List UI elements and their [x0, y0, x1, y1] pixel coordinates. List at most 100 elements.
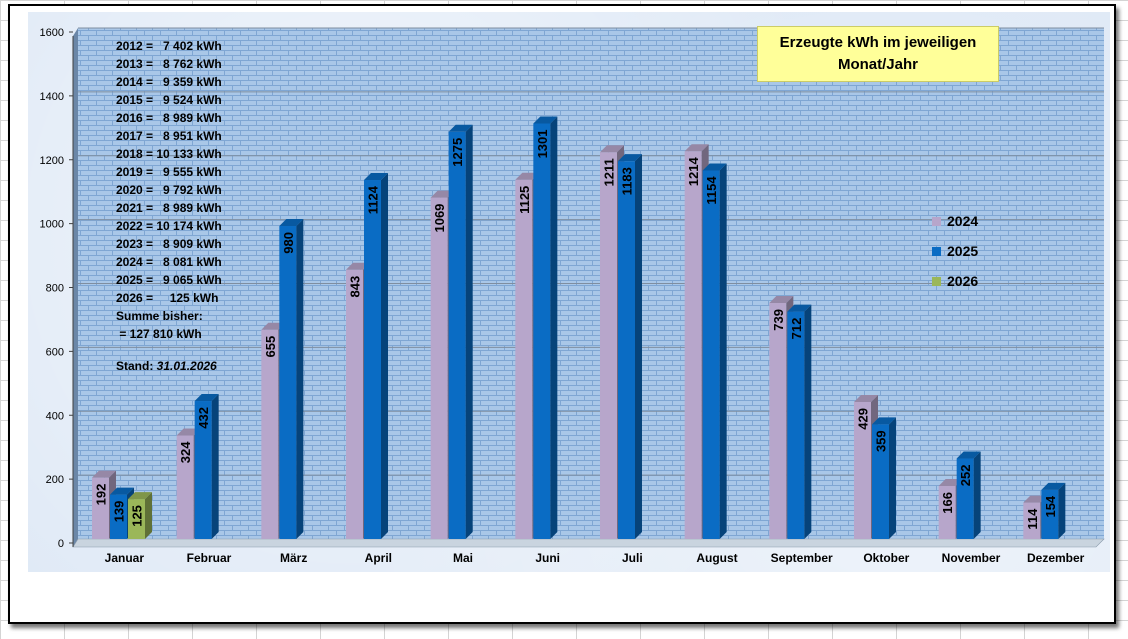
y-tick-label: 800	[46, 283, 64, 295]
bar-2025-front	[872, 424, 889, 539]
bar-value-label: 1301	[535, 129, 550, 158]
year-total-line: 2022 = 10 174 kWh	[116, 219, 222, 233]
bar-value-label: 359	[874, 430, 889, 452]
legend-swatch	[932, 276, 941, 286]
bar-2026-front	[128, 499, 145, 539]
bar-value-label: 739	[771, 309, 786, 331]
bar-value-label: 1183	[620, 167, 635, 195]
bar-2025-top	[787, 304, 812, 312]
x-tick-label: Mai	[453, 551, 473, 565]
bar-value-label: 655	[263, 336, 278, 358]
bar-value-label: 114	[1025, 508, 1040, 530]
bar-2024-front	[176, 435, 194, 539]
bar-2025-top	[279, 219, 304, 227]
bar-2024-front	[261, 329, 279, 539]
legend-label: 2024	[947, 213, 979, 229]
bar-2025-front	[279, 226, 297, 539]
bar-2025-top	[110, 487, 134, 495]
bar-value-label: 1154	[704, 176, 719, 205]
bar-2025-top	[194, 394, 219, 402]
y-tick-label: 600	[46, 346, 64, 358]
bar-2024-front	[430, 197, 448, 539]
bar-value-label: 712	[789, 318, 804, 340]
y-tick-label: 1600	[40, 27, 64, 39]
year-total-line: 2019 = 9 555 kWh	[116, 165, 222, 179]
bar-2024-front	[515, 179, 533, 539]
legend-item-2025: 2025	[932, 236, 978, 266]
bar-2025-top	[702, 163, 727, 171]
x-tick-label: März	[280, 551, 307, 565]
bar-value-label: 252	[958, 465, 973, 487]
bar-2026-top	[128, 492, 152, 500]
bar-2025-top	[1041, 482, 1066, 490]
bar-2025-front	[956, 458, 974, 539]
bar-2024-front	[1023, 502, 1041, 539]
bar-2025-top	[872, 417, 896, 425]
bar-value-label: 166	[940, 492, 955, 514]
bar-value-label: 125	[130, 505, 145, 527]
x-tick-label: September	[771, 551, 833, 565]
bar-2025-front	[787, 311, 805, 539]
bar-2025-side	[635, 154, 642, 539]
year-totals-notes: 2012 = 7 402 kWh 2013 = 8 762 kWh 2014 =…	[116, 37, 276, 375]
x-tick-label: Februar	[187, 551, 232, 565]
bar-2025-top	[364, 173, 388, 181]
bar-2025-side	[973, 451, 981, 539]
stand-line: Stand: 31.01.2026	[116, 357, 276, 375]
bar-2025-front	[194, 401, 212, 539]
bar-value-label: 139	[112, 501, 127, 523]
legend-item-2026: 2026	[932, 266, 978, 296]
bar-value-label: 1069	[432, 204, 447, 233]
bar-2025-top	[956, 451, 981, 459]
bar-2024-top	[854, 394, 878, 402]
bar-2024-front	[346, 269, 363, 539]
bar-2025-side	[719, 163, 727, 539]
bar-2025-side	[804, 304, 812, 539]
bar-value-label: 1211	[602, 158, 617, 186]
year-total-line: 2021 = 8 989 kWh	[116, 201, 222, 215]
y-tick-label: 1000	[40, 219, 64, 231]
year-total-line: 2016 = 8 989 kWh	[116, 111, 222, 125]
legend-label: 2026	[947, 273, 979, 289]
sum-value: = 127 810 kWh	[116, 327, 202, 341]
y-tick-label: 400	[46, 410, 64, 422]
legend-swatch	[932, 216, 941, 226]
notes-gap	[116, 343, 276, 357]
x-tick-label: Januar	[105, 551, 145, 565]
bar-value-label: 154	[1043, 495, 1058, 517]
year-total-line: 2025 = 9 065 kWh	[116, 273, 222, 287]
year-total-line: 2012 = 7 402 kWh	[116, 39, 222, 53]
chart-title-line-1: Erzeugte kWh im jeweiligen	[779, 34, 977, 51]
bar-2024-top	[684, 144, 709, 152]
bar-2025-side	[465, 124, 473, 539]
bar-value-label: 432	[196, 407, 211, 429]
bar-value-label: 1275	[450, 138, 465, 167]
stand-label: Stand:	[116, 359, 157, 373]
sum-label: Summe bisher:	[116, 309, 203, 323]
bar-2025-front	[1041, 489, 1059, 539]
bar-2024-front	[684, 151, 702, 539]
bar-2025-top	[533, 116, 558, 124]
legend-swatch	[932, 246, 941, 256]
legend: 2024 2025 2026	[932, 206, 978, 296]
bar-2025-front	[364, 180, 381, 539]
bar-2025-side	[211, 394, 219, 539]
bar-2025-front	[533, 123, 551, 539]
bar-value-label: 1124	[366, 185, 381, 214]
x-tick-label: August	[696, 551, 737, 565]
bar-2024-front	[600, 152, 617, 539]
year-total-line: 2013 = 8 762 kWh	[116, 57, 222, 71]
chart-title-line-2: Monat/Jahr	[837, 56, 918, 73]
bar-value-label: 980	[281, 232, 296, 254]
left-wall	[73, 28, 78, 547]
bar-2025-front	[618, 161, 635, 539]
bar-2024-front	[769, 302, 787, 539]
bar-2025-side	[889, 417, 896, 539]
bar-2025-front	[110, 494, 127, 539]
x-tick-label: Oktober	[863, 551, 909, 565]
bar-2024-front	[938, 485, 956, 539]
bar-2025-side	[550, 116, 558, 539]
bar-2024-top	[92, 470, 116, 478]
bar-2026-side	[145, 492, 152, 539]
floor	[72, 538, 1105, 548]
